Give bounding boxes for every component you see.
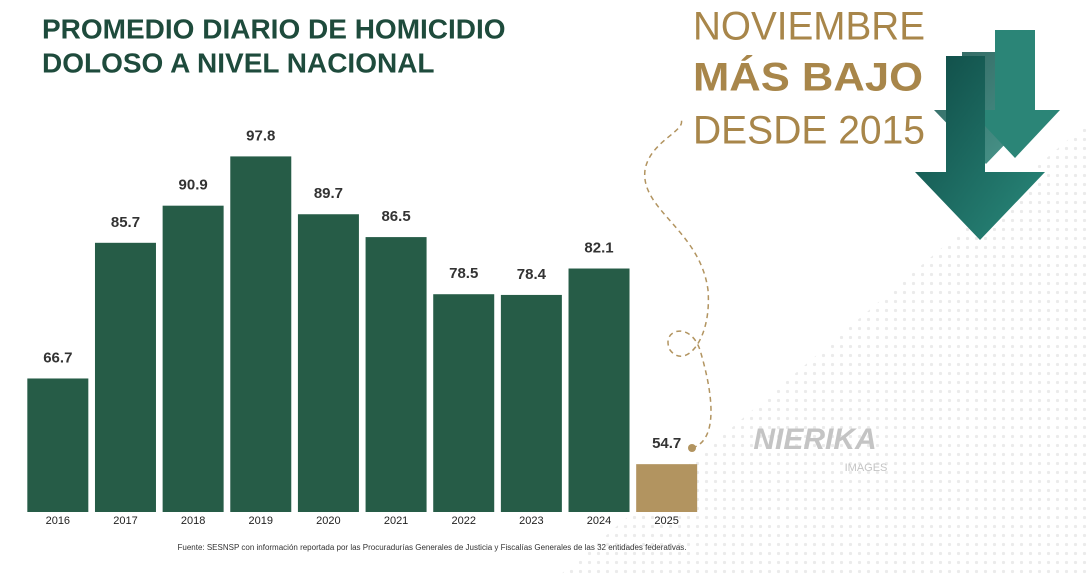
value-label: 78.5 <box>449 265 478 282</box>
value-label: 54.7 <box>652 435 681 452</box>
value-label: 89.7 <box>314 185 343 202</box>
x-tick-label: 2018 <box>181 515 205 527</box>
bar <box>433 294 495 512</box>
annotation: DESDE 2015 <box>693 109 925 153</box>
dot-pattern <box>560 120 1091 575</box>
value-label: 97.8 <box>246 127 275 144</box>
x-tick-label: 2025 <box>654 515 678 527</box>
chart-title: DOLOSO A NIVEL NACIONAL <box>42 47 435 78</box>
value-label: 82.1 <box>584 239 613 256</box>
x-tick-label: 2023 <box>519 515 543 527</box>
bar <box>568 268 630 512</box>
watermark: NIERIKA <box>753 423 876 456</box>
bar <box>297 214 359 512</box>
watermark: IMAGES <box>845 462 888 474</box>
arrow-icon <box>915 56 1045 240</box>
value-label: 90.9 <box>179 177 208 194</box>
bar <box>500 294 562 512</box>
chart-title: PROMEDIO DIARIO DE HOMICIDIO <box>42 13 506 44</box>
bar <box>365 237 427 512</box>
arrow-icon <box>970 30 1060 158</box>
dashed-connector <box>644 117 712 449</box>
annotation: MÁS BAJO <box>693 55 923 100</box>
source-note: Fuente: SESNSP con información reportada… <box>177 543 686 552</box>
x-tick-label: 2021 <box>384 515 408 527</box>
value-label: 86.5 <box>381 208 410 225</box>
bar <box>94 242 156 512</box>
value-label: 78.4 <box>517 266 547 283</box>
bar <box>27 378 89 512</box>
value-label: 66.7 <box>43 349 72 366</box>
bar <box>636 464 698 512</box>
x-tick-label: 2016 <box>46 515 70 527</box>
x-tick-label: 2024 <box>587 515 611 527</box>
x-tick-label: 2019 <box>249 515 273 527</box>
x-tick-label: 2017 <box>113 515 137 527</box>
bar <box>230 156 292 512</box>
x-tick-label: 2020 <box>316 515 340 527</box>
connector-dot <box>688 444 696 452</box>
value-label: 85.7 <box>111 214 140 231</box>
bar <box>162 205 224 513</box>
x-tick-label: 2022 <box>451 515 475 527</box>
annotation: NOVIEMBRE <box>693 5 925 49</box>
